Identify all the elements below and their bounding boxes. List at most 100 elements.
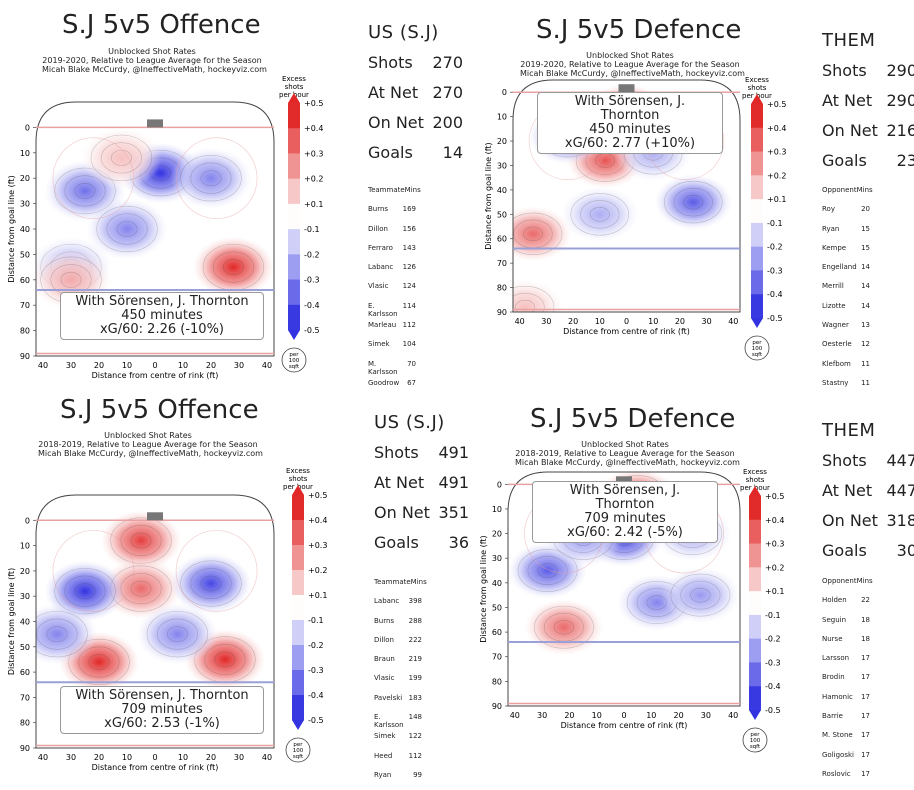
contour-line — [64, 175, 106, 207]
contour-line — [36, 611, 88, 658]
table-row: Wagner 13 — [822, 321, 870, 340]
unit-circle — [742, 727, 768, 753]
y-tick-label: 90 — [492, 702, 502, 711]
table-row: Labanc 398 — [374, 597, 422, 616]
y-tick-label: 30 — [492, 554, 502, 563]
net-marker — [147, 119, 163, 128]
x-tick-label: 0 — [152, 753, 157, 762]
y-tick-label: 20 — [497, 137, 507, 146]
table-row: Dillon 156 — [368, 225, 416, 244]
unit-label: per — [752, 340, 762, 346]
colorbar-title: Excess — [286, 467, 310, 475]
player-mins: 99 — [413, 770, 422, 779]
table-row: Vlasic 199 — [374, 674, 422, 693]
stat-key: Goals — [822, 541, 867, 560]
summary-line: xG/60: 2.53 (-1%) — [104, 716, 220, 731]
summary-line: xG/60: 2.26 (-10%) — [99, 322, 224, 337]
contour-line — [212, 251, 254, 283]
contour-line — [580, 200, 620, 229]
table-row: Lizotte 14 — [822, 302, 870, 321]
stat-value: 318 — [886, 511, 914, 530]
y-tick-label: 90 — [20, 352, 30, 361]
player-name: E. Karlsson — [368, 301, 398, 318]
player-name: Burns — [368, 205, 389, 214]
faceoff-circle — [52, 137, 135, 220]
player-mins: 17 — [861, 731, 870, 740]
colorbar-tick-label: +0.4 — [765, 516, 784, 525]
y-tick-label: 50 — [497, 210, 507, 219]
colorbar-step — [751, 104, 763, 129]
stat-value: 447 — [886, 451, 914, 470]
colorbar-tick-label: -0.1 — [765, 611, 781, 620]
table-row: Burns 288 — [374, 617, 422, 636]
unit-label: sqft — [752, 352, 763, 358]
x-tick-label: 30 — [66, 753, 76, 762]
player-mins: 219 — [408, 655, 422, 664]
contour-line — [88, 654, 110, 670]
table-row: Holden 22 — [822, 596, 870, 615]
heat-blob — [654, 174, 732, 230]
table-header-mins: Mins — [856, 186, 873, 194]
y-tick-label: 40 — [20, 225, 30, 234]
table-row: Ferraro 143 — [368, 244, 416, 263]
x-tick-label: 0 — [621, 711, 626, 720]
stat-row: Goals 14 — [368, 143, 463, 173]
table-row: Marleau 112 — [368, 321, 416, 340]
player-mins: 104 — [402, 340, 416, 349]
chart-subtitle: Micah Blake McCurdy, @IneffectiveMath, h… — [42, 65, 267, 74]
colorbar-step — [749, 662, 761, 687]
colorbar-tick-label: +0.2 — [767, 171, 786, 180]
colorbar-tick-label: -0.2 — [308, 641, 324, 650]
contour-line — [553, 619, 575, 635]
contour-line — [673, 187, 713, 217]
summary-line: With Sörensen, J. Thornton — [574, 94, 686, 123]
player-name: Merrill — [822, 282, 844, 291]
colorbar-step — [751, 222, 763, 248]
colorbar-step — [292, 645, 304, 671]
y-tick-label: 10 — [20, 149, 30, 158]
contour-line — [537, 563, 558, 578]
x-tick-label: 40 — [510, 711, 520, 720]
table-row: Pavelski 183 — [374, 694, 422, 713]
table-header-mins: Mins — [410, 578, 427, 586]
contour-line — [110, 149, 132, 166]
summary-line: With Sörensen, J. Thornton — [75, 294, 249, 309]
player-name: Pavelski — [374, 693, 403, 702]
player-name: Roslovic — [822, 769, 851, 778]
stats-header: US (S.J) — [374, 412, 445, 433]
heat-blob — [561, 186, 639, 243]
heat-blob — [513, 279, 564, 312]
y-tick-label: 40 — [497, 186, 507, 195]
contour-line — [683, 194, 704, 210]
player-table: Teammate Mins Burns 169 Dillon 156 Ferraro 143 L… — [368, 186, 421, 398]
stat-value: 290 — [886, 91, 914, 110]
player-name: Lizotte — [822, 301, 846, 310]
x-tick-label: 20 — [675, 317, 685, 326]
player-name: Nurse — [822, 634, 843, 643]
faceoff-circle — [175, 137, 258, 220]
contour-line — [130, 532, 152, 549]
stat-value: 14 — [442, 143, 463, 162]
contour-line — [96, 205, 158, 253]
contour-line — [515, 299, 535, 312]
colorbar-step — [288, 153, 300, 180]
stat-row: Goals 23 — [822, 151, 914, 181]
y-tick-label: 50 — [20, 250, 30, 259]
player-mins: 14 — [861, 263, 870, 272]
contour-line — [64, 575, 106, 607]
y-tick-label: 0 — [25, 516, 30, 525]
x-axis-label: Distance from centre of rink (ft) — [561, 721, 688, 730]
stat-key: Shots — [374, 443, 419, 462]
chart-title: S.J 5v5 Offence — [60, 395, 259, 425]
player-mins: 17 — [861, 769, 870, 778]
y-tick-label: 70 — [497, 259, 507, 268]
y-tick-label: 10 — [492, 505, 502, 514]
heat-blob — [86, 198, 168, 260]
stat-key: At Net — [822, 481, 873, 500]
stat-key: On Net — [822, 121, 878, 140]
stat-key: At Net — [822, 91, 873, 110]
x-tick-label: 0 — [624, 317, 629, 326]
stat-value: 290 — [886, 61, 914, 80]
table-header-mins: Mins — [856, 577, 873, 585]
summary-line: 709 minutes — [121, 702, 203, 717]
